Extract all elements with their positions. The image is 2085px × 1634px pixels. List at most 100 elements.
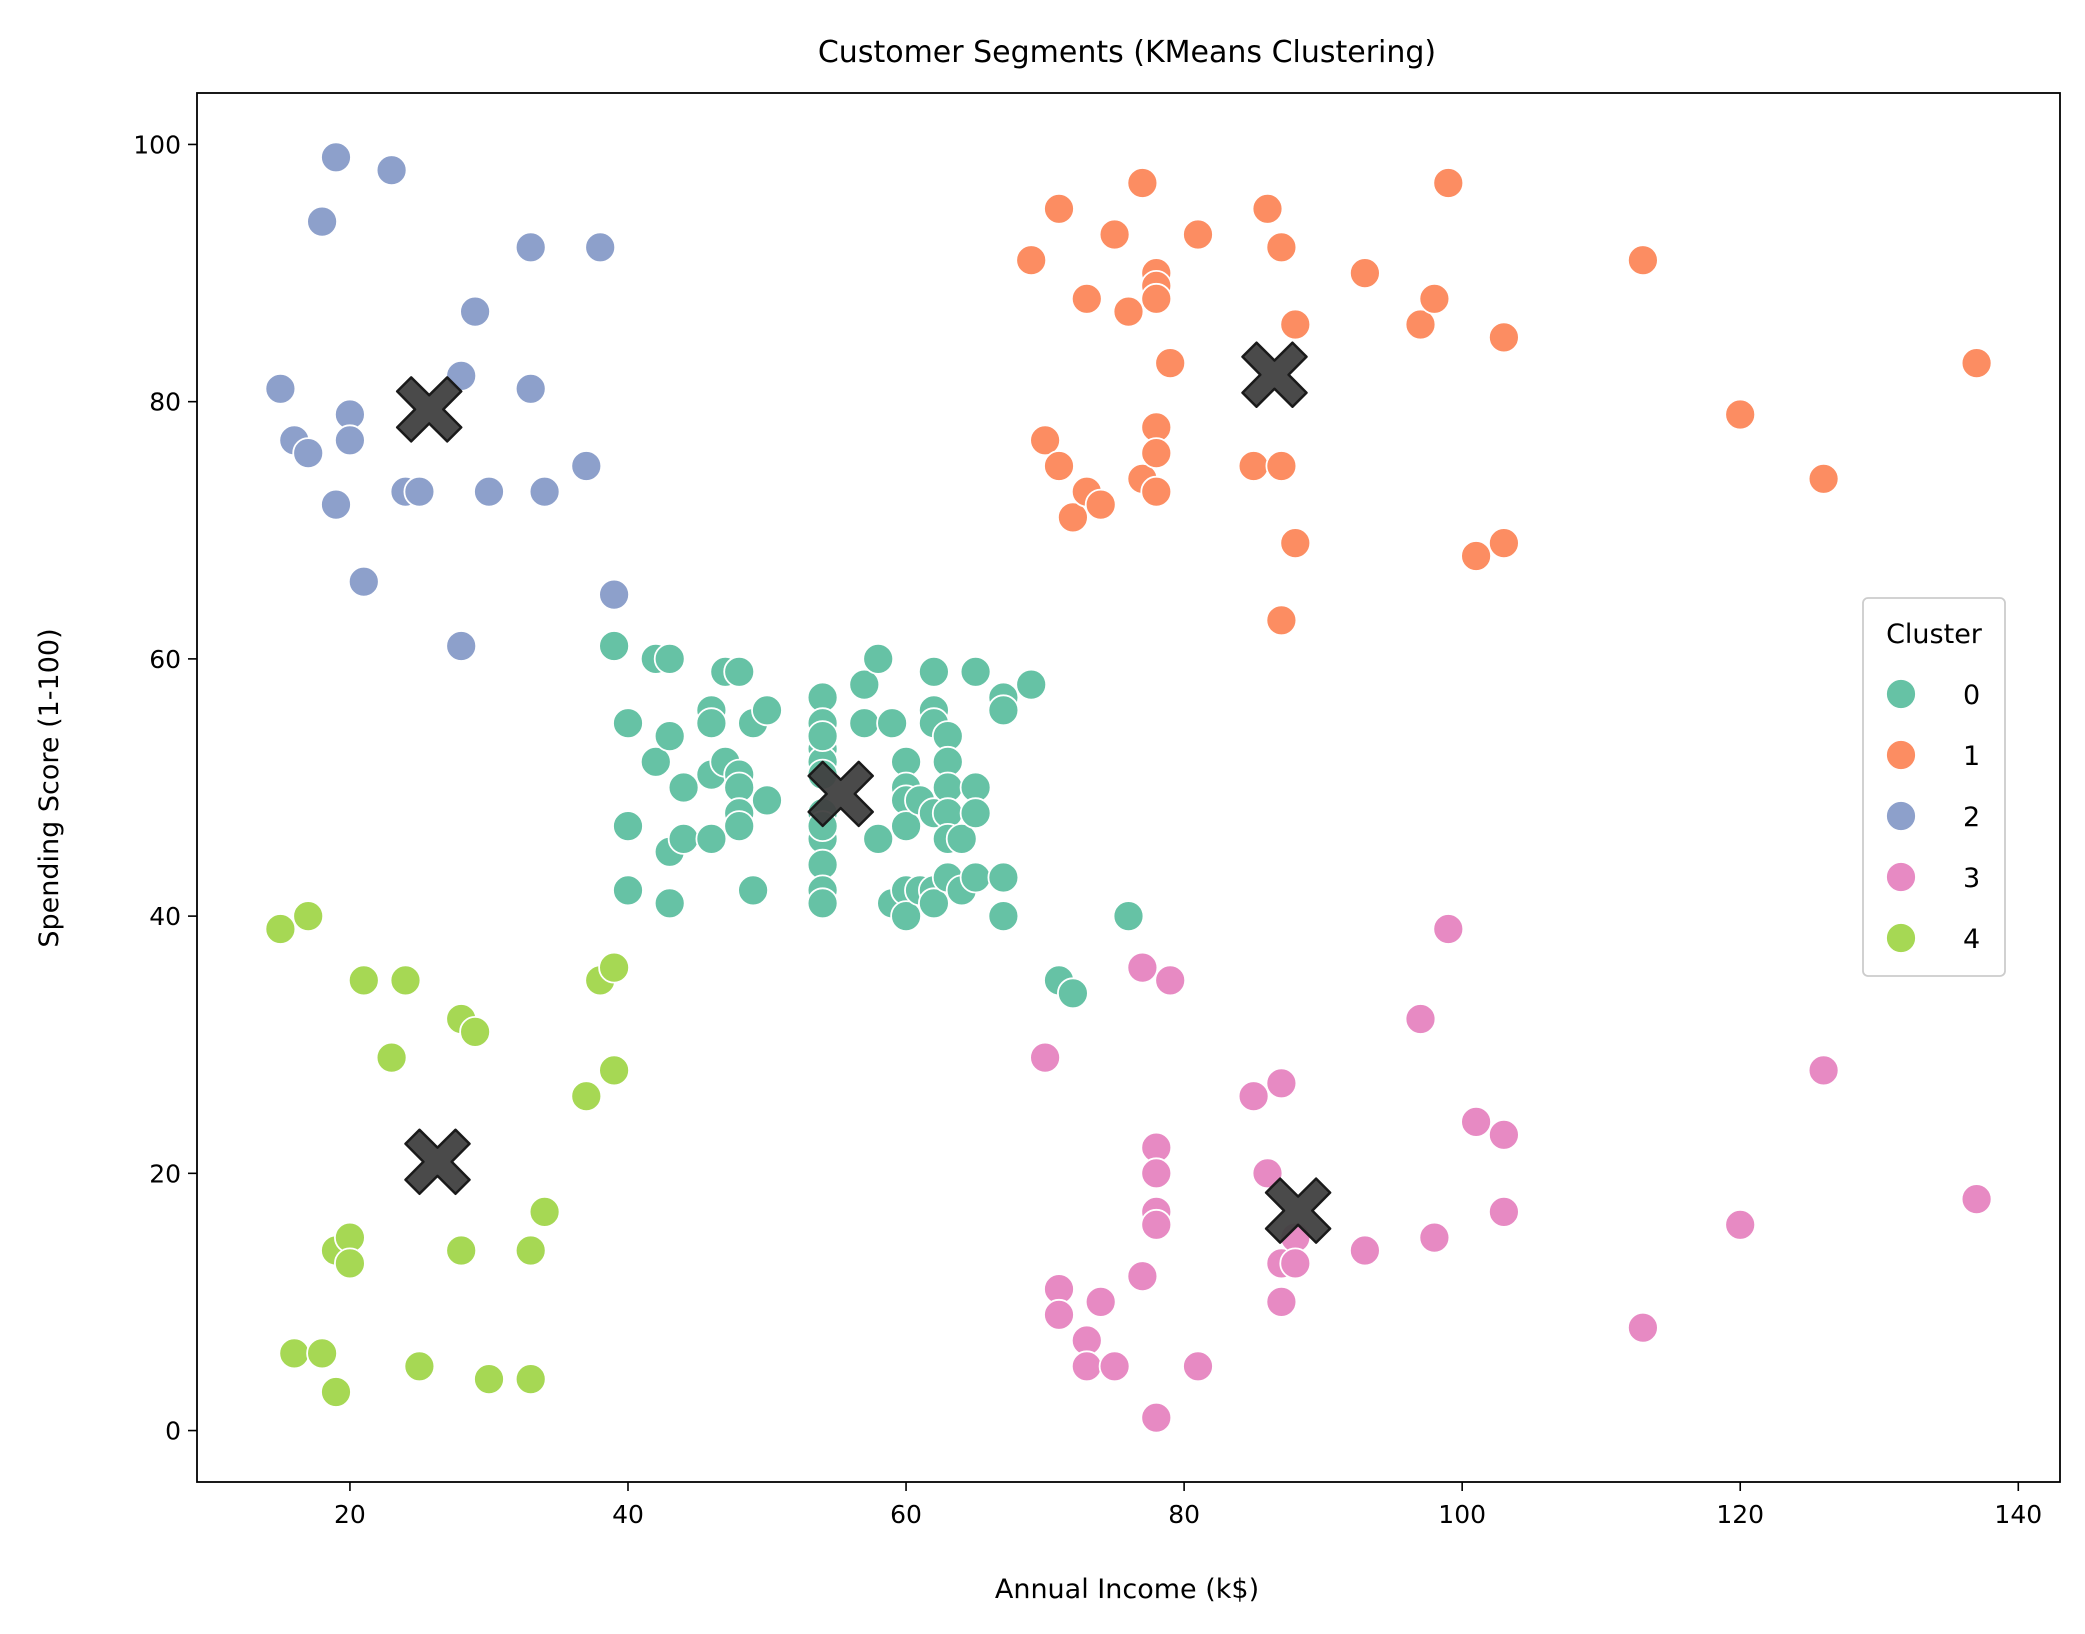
- point-cluster-1: [1154, 347, 1187, 380]
- point-cluster-3: [1126, 951, 1159, 984]
- point-cluster-3: [1140, 1401, 1173, 1434]
- point-cluster-3: [1349, 1234, 1381, 1267]
- point-cluster-2: [403, 475, 436, 508]
- y-axis-label: Spending Score (1-100): [34, 628, 65, 947]
- point-cluster-1: [1029, 424, 1061, 457]
- point-cluster-2: [570, 450, 603, 482]
- point-cluster-2: [584, 231, 617, 264]
- point-cluster-0: [1112, 900, 1145, 932]
- point-cluster-0: [751, 694, 783, 727]
- point-cluster-2: [514, 231, 547, 264]
- point-cluster-4: [292, 900, 325, 932]
- point-cluster-4: [347, 964, 380, 997]
- x-tick-label: 60: [890, 1500, 922, 1529]
- point-cluster-0: [695, 823, 728, 855]
- point-cluster-0: [987, 861, 1020, 894]
- point-cluster-2: [473, 475, 505, 508]
- point-cluster-3: [1265, 1067, 1298, 1100]
- point-cluster-0: [959, 797, 992, 830]
- point-cluster-1: [1724, 398, 1757, 431]
- point-cluster-3: [1265, 1286, 1298, 1318]
- point-cluster-3: [1418, 1221, 1451, 1254]
- point-cluster-4: [264, 913, 297, 945]
- point-cluster-2: [292, 437, 325, 470]
- plot-area: [264, 141, 1993, 1434]
- point-cluster-0: [723, 810, 756, 842]
- point-cluster-4: [514, 1234, 547, 1267]
- point-cluster-4: [389, 964, 422, 997]
- point-cluster-0: [653, 643, 686, 675]
- point-cluster-1: [1404, 308, 1437, 341]
- point-cluster-0: [848, 668, 881, 701]
- point-cluster-0: [667, 771, 700, 804]
- point-cluster-1: [1432, 167, 1465, 199]
- point-cluster-1: [1349, 257, 1381, 290]
- point-cluster-3: [1237, 1080, 1270, 1113]
- legend: Cluster 0 1 2 3 4: [1862, 597, 2006, 977]
- point-cluster-4: [375, 1041, 408, 1074]
- legend-box: [1862, 597, 2006, 977]
- point-cluster-3: [1960, 1183, 1993, 1215]
- y-tick-label: 60: [149, 645, 181, 674]
- point-cluster-4: [320, 1376, 352, 1408]
- point-cluster-4: [570, 1080, 603, 1113]
- point-cluster-0: [806, 720, 839, 752]
- point-cluster-1: [1960, 347, 1993, 380]
- point-cluster-2: [528, 475, 561, 508]
- point-cluster-2: [445, 630, 478, 662]
- legend-label-3: 3: [1963, 863, 1980, 894]
- point-cluster-1: [1237, 450, 1270, 482]
- point-cluster-4: [278, 1337, 311, 1370]
- point-cluster-0: [653, 887, 686, 920]
- point-cluster-1: [1265, 231, 1298, 264]
- point-cluster-2: [320, 488, 352, 521]
- legend-marker-4: [1885, 922, 1917, 954]
- point-cluster-0: [806, 887, 839, 920]
- centroid-marker: [1241, 341, 1308, 408]
- point-cluster-0: [959, 861, 992, 894]
- point-cluster-1: [1460, 540, 1492, 572]
- x-tick-label: 100: [1438, 1500, 1486, 1529]
- point-cluster-1: [1140, 282, 1173, 315]
- x-tick-label: 20: [334, 1500, 366, 1529]
- centroid-marker: [404, 1128, 471, 1196]
- chart-title: Customer Segments (KMeans Clustering): [818, 35, 1436, 70]
- x-tick-label: 120: [1716, 1500, 1764, 1529]
- point-cluster-3: [1724, 1208, 1757, 1241]
- point-cluster-1: [1043, 192, 1075, 225]
- point-cluster-1: [1084, 488, 1117, 521]
- point-cluster-1: [1140, 475, 1173, 508]
- point-cluster-1: [1015, 244, 1048, 277]
- point-cluster-1: [1627, 244, 1659, 277]
- legend-title: Cluster: [1886, 619, 1983, 650]
- point-cluster-1: [1279, 308, 1312, 341]
- point-cluster-2: [333, 424, 366, 457]
- point-cluster-0: [987, 694, 1020, 727]
- point-cluster-0: [918, 887, 950, 920]
- y-tick-label: 100: [133, 130, 181, 159]
- point-cluster-1: [1265, 450, 1298, 482]
- point-cluster-0: [1015, 668, 1048, 701]
- point-cluster-3: [1460, 1106, 1492, 1138]
- point-cluster-3: [1432, 913, 1465, 945]
- point-cluster-0: [737, 874, 769, 907]
- legend-label-4: 4: [1963, 924, 1980, 955]
- point-cluster-4: [306, 1337, 339, 1370]
- point-cluster-3: [1126, 1260, 1159, 1293]
- point-cluster-1: [1070, 282, 1103, 315]
- centroid-marker: [395, 376, 463, 443]
- point-cluster-3: [1070, 1350, 1103, 1383]
- point-cluster-2: [375, 154, 408, 187]
- point-cluster-3: [1627, 1311, 1659, 1344]
- point-cluster-4: [459, 1016, 492, 1048]
- point-cluster-2: [598, 578, 630, 611]
- point-cluster-1: [1279, 527, 1312, 559]
- point-cluster-1: [1043, 450, 1075, 482]
- y-tick-label: 40: [149, 902, 181, 931]
- point-cluster-1: [1265, 604, 1298, 637]
- point-cluster-0: [695, 707, 728, 740]
- point-cluster-4: [333, 1247, 366, 1280]
- centroid-marker: [1264, 1177, 1332, 1244]
